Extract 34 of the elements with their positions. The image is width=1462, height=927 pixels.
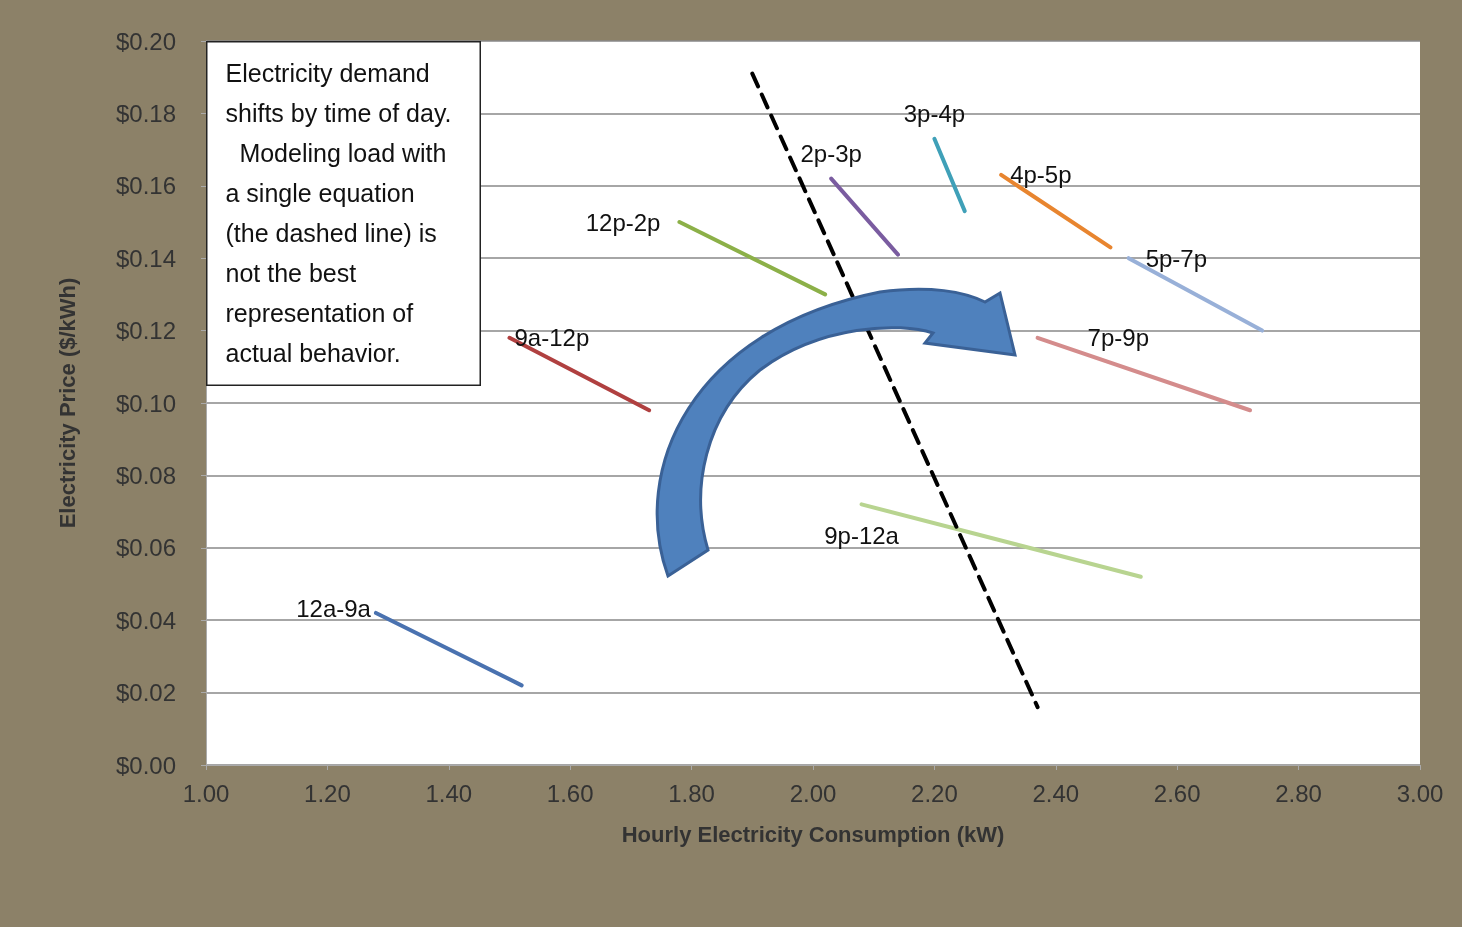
series-label: 9p-12a — [824, 521, 900, 549]
y-axis-title: Electricity Price ($/kWh) — [54, 277, 80, 529]
y-tick-label: $0.12 — [115, 317, 176, 345]
y-tick-label: $0.20 — [115, 27, 176, 55]
series-label: 12a-9a — [296, 595, 372, 623]
series-label: 2p-3p — [800, 140, 862, 168]
y-tick-label: $0.18 — [115, 99, 176, 127]
y-tick-label: $0.16 — [115, 172, 176, 200]
y-tick-label: $0.06 — [115, 534, 176, 562]
y-tick-label: $0.04 — [115, 606, 176, 634]
series-label: 9a-12p — [514, 324, 590, 352]
x-tick-label: 2.20 — [911, 779, 958, 807]
x-tick-label: 1.40 — [425, 779, 473, 807]
series-label: 3p-4p — [903, 100, 966, 128]
series-label: 4p-5p — [1010, 161, 1072, 189]
y-tick-label: $0.14 — [115, 244, 176, 272]
series-label: 5p-7p — [1145, 244, 1208, 272]
x-tick-label: 2.80 — [1275, 779, 1322, 807]
x-tick-label: 2.60 — [1153, 779, 1201, 807]
annotation: Electricity demand shifts by time of day. Modeling load with a single equation (the dashed line) is not the best representation of actual behavior. — [225, 58, 454, 367]
x-tick-label: 2.00 — [789, 779, 837, 807]
x-tick-label: 1.80 — [668, 779, 715, 807]
y-tick-label: $0.02 — [115, 679, 176, 707]
x-tick-label: 3.00 — [1396, 779, 1444, 807]
x-tick-label: 1.20 — [304, 779, 351, 807]
x-tick-label: 2.40 — [1032, 779, 1080, 807]
y-tick-label: $0.00 — [115, 751, 176, 779]
series-label: 7p-9p — [1087, 324, 1149, 352]
y-tick-label: $0.10 — [115, 389, 176, 417]
series-label: 12p-2p — [585, 208, 661, 236]
x-tick-label: 1.00 — [182, 779, 230, 807]
x-axis-title: Hourly Electricity Consumption (kW) — [621, 821, 1005, 847]
y-tick-label: $0.08 — [115, 461, 176, 489]
x-tick-label: 1.60 — [546, 779, 594, 807]
